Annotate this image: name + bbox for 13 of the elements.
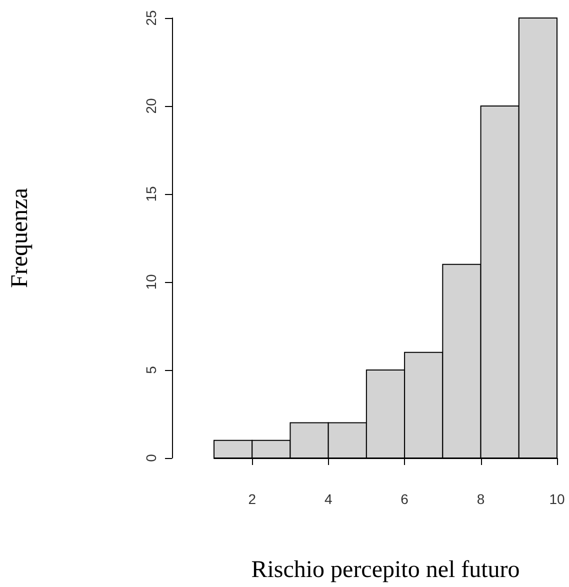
y-tick-label: 15 <box>143 186 159 202</box>
x-tick-label: 10 <box>549 491 565 507</box>
x-tick-label: 6 <box>400 491 409 507</box>
y-tick-label: 10 <box>143 274 159 290</box>
y-axis-title: Frequenza <box>7 188 33 288</box>
x-tick-label: 2 <box>248 491 256 507</box>
x-tick-label: 8 <box>476 491 485 507</box>
y-tick-label: 20 <box>143 98 159 114</box>
y-tick-label: 25 <box>143 10 159 26</box>
x-tick-label: 4 <box>324 491 332 507</box>
x-axis-title: Rischio percepito nel futuro <box>251 557 520 583</box>
y-tick-label: 5 <box>143 366 159 374</box>
y-tick-label: 0 <box>143 454 159 462</box>
